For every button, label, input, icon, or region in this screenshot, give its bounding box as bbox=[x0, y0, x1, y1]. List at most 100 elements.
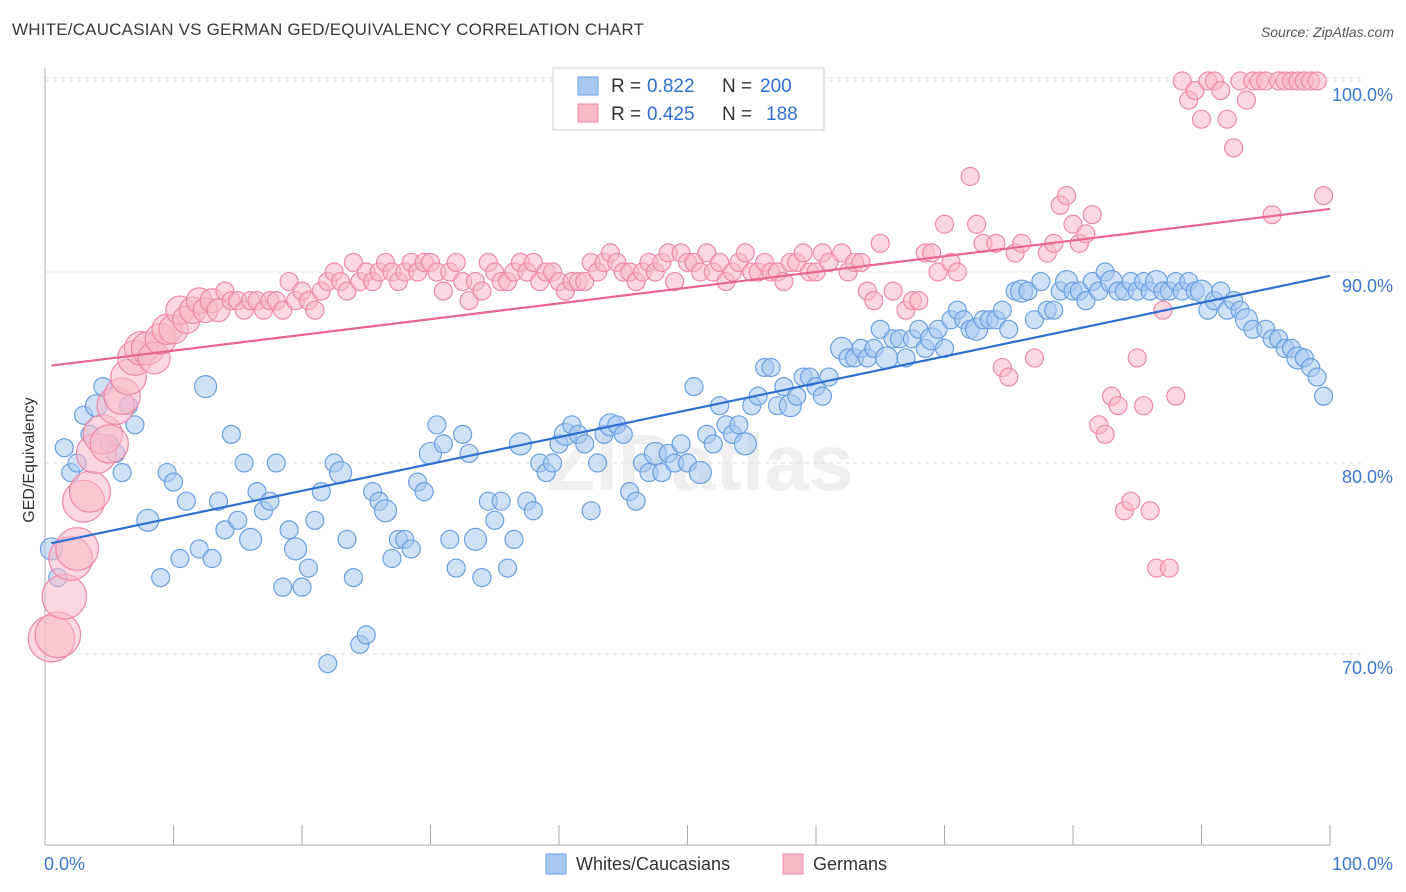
data-point bbox=[787, 386, 807, 406]
chart-title: WHITE/CAUCASIAN VS GERMAN GED/EQUIVALENC… bbox=[12, 20, 645, 39]
axes bbox=[44, 68, 1331, 846]
data-point bbox=[613, 424, 633, 444]
data-point bbox=[215, 520, 235, 540]
data-point bbox=[382, 548, 402, 569]
data-point bbox=[273, 577, 293, 597]
x-tick-label: 100.0% bbox=[1332, 854, 1393, 874]
data-point bbox=[710, 252, 730, 273]
data-point bbox=[688, 460, 712, 485]
data-point bbox=[414, 482, 434, 502]
data-point bbox=[292, 577, 312, 597]
data-point bbox=[542, 453, 563, 473]
data-point bbox=[928, 319, 948, 339]
data-point bbox=[665, 271, 685, 292]
y-tick-label: 70.0% bbox=[1342, 658, 1393, 678]
data-point bbox=[68, 470, 112, 513]
data-point bbox=[626, 491, 646, 511]
data-point bbox=[279, 271, 299, 292]
data-point bbox=[472, 281, 492, 301]
data-point bbox=[1307, 367, 1327, 387]
data-point bbox=[239, 527, 263, 552]
data-point bbox=[446, 252, 466, 273]
legend-swatch-germans bbox=[577, 103, 599, 123]
data-point bbox=[1134, 396, 1154, 416]
legend-n-value: 200 bbox=[760, 76, 792, 97]
data-point bbox=[491, 491, 511, 511]
data-point bbox=[305, 510, 325, 530]
legend-r-value: 0.822 bbox=[647, 76, 695, 97]
data-point bbox=[54, 438, 74, 458]
data-point bbox=[189, 539, 209, 559]
chart-source: Source: ZipAtlas.com bbox=[1260, 24, 1394, 40]
data-point bbox=[283, 537, 308, 561]
data-point bbox=[1172, 71, 1192, 91]
series-whites-points bbox=[39, 262, 1334, 674]
data-point bbox=[1307, 71, 1327, 91]
data-point bbox=[1313, 186, 1334, 206]
data-point bbox=[575, 271, 595, 292]
data-point bbox=[735, 243, 755, 263]
data-point bbox=[875, 346, 899, 370]
data-point bbox=[1211, 281, 1231, 301]
data-point bbox=[136, 508, 160, 532]
data-point bbox=[1121, 491, 1141, 511]
data-point bbox=[999, 367, 1019, 387]
data-point bbox=[1224, 138, 1244, 158]
data-point bbox=[112, 462, 132, 483]
data-point bbox=[928, 262, 948, 282]
legend-n-value: 188 bbox=[766, 104, 798, 125]
y-tick-label: 90.0% bbox=[1342, 276, 1393, 296]
data-point bbox=[433, 281, 453, 301]
data-point bbox=[440, 529, 460, 550]
data-point bbox=[433, 434, 453, 454]
data-point bbox=[463, 527, 488, 552]
data-point bbox=[459, 291, 479, 311]
data-point bbox=[273, 300, 293, 320]
data-point bbox=[298, 558, 319, 578]
legend-n-label: N = bbox=[722, 104, 752, 125]
data-point bbox=[234, 453, 254, 473]
data-point bbox=[1127, 348, 1147, 368]
data-point bbox=[1211, 80, 1231, 101]
data-point bbox=[401, 539, 421, 559]
data-point bbox=[1056, 186, 1077, 206]
data-point bbox=[992, 300, 1012, 320]
data-point bbox=[684, 377, 704, 397]
data-point bbox=[703, 434, 723, 454]
data-point bbox=[373, 499, 398, 523]
data-point bbox=[1024, 348, 1045, 368]
data-point bbox=[999, 319, 1019, 339]
data-point bbox=[819, 367, 839, 387]
y-tick-label: 80.0% bbox=[1342, 467, 1393, 487]
data-point bbox=[1082, 205, 1102, 225]
data-point bbox=[89, 424, 129, 464]
trend-lines bbox=[51, 207, 1331, 545]
data-point bbox=[967, 214, 987, 234]
data-point bbox=[1044, 300, 1064, 320]
data-point bbox=[498, 558, 518, 578]
data-point bbox=[485, 510, 505, 530]
data-point bbox=[793, 243, 813, 263]
data-point bbox=[986, 233, 1006, 253]
data-point bbox=[504, 529, 524, 550]
data-point bbox=[652, 462, 672, 483]
data-point bbox=[1140, 501, 1160, 521]
data-point bbox=[1024, 310, 1045, 330]
data-point bbox=[671, 434, 691, 454]
data-point bbox=[446, 558, 466, 578]
data-point bbox=[1236, 90, 1257, 110]
legend-box: R = 0.822 N = 200 R = 0.425 N = 188 bbox=[552, 67, 825, 131]
data-point bbox=[934, 214, 955, 234]
legend-swatch-whites bbox=[577, 76, 599, 96]
bottom-legend-label-whites: Whites/Caucasians bbox=[576, 854, 730, 874]
data-point bbox=[761, 357, 781, 378]
data-point bbox=[1011, 233, 1032, 253]
data-point bbox=[343, 252, 363, 273]
data-point bbox=[1031, 271, 1051, 292]
legend-r-value: 0.425 bbox=[647, 104, 695, 125]
data-point bbox=[960, 166, 980, 187]
trend-line bbox=[51, 274, 1331, 545]
legend-r-label: R = bbox=[611, 104, 641, 125]
data-point bbox=[1076, 291, 1096, 311]
data-point bbox=[163, 472, 184, 492]
